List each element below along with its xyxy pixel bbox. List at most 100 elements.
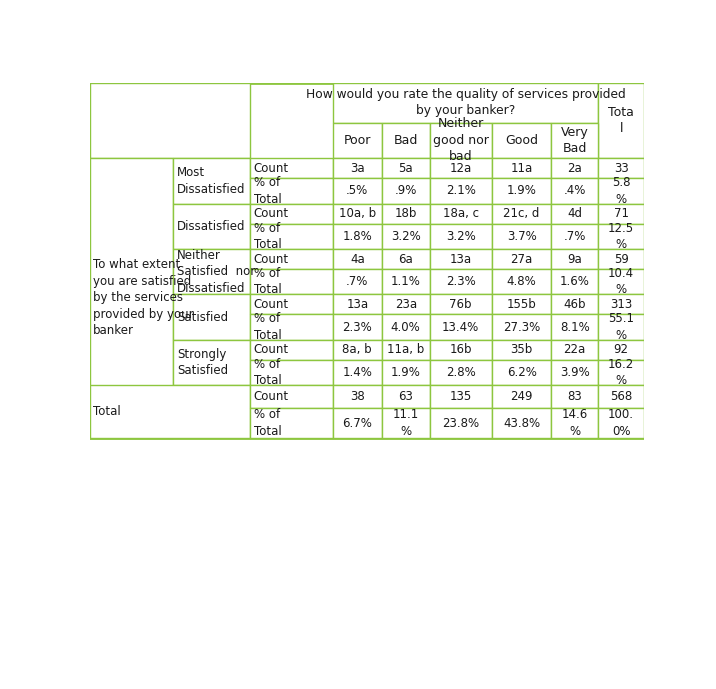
Text: 3a: 3a [350,162,364,174]
Text: 155b: 155b [507,298,536,311]
Bar [492,340,551,360]
Bar [333,360,382,385]
Text: Very
Bad: Very Bad [561,125,589,155]
Bar [492,249,551,269]
Text: Satisfied: Satisfied [177,311,228,324]
Text: 3.2%: 3.2% [446,230,475,243]
Text: Strongly
Satisfied: Strongly Satisfied [177,348,228,378]
Text: 21c, d: 21c, d [503,207,540,220]
Text: 76b: 76b [450,298,472,311]
Bar [551,158,598,178]
Text: Neither
Satisfied  nor
Dissatisfied: Neither Satisfied nor Dissatisfied [177,249,256,295]
Text: 1.9%: 1.9% [507,185,536,197]
Bar [250,294,333,314]
Bar [430,178,492,203]
Text: 13a: 13a [450,252,472,265]
Bar [598,360,644,385]
Text: 4a: 4a [350,252,364,265]
Bar [90,83,644,438]
Text: 4.0%: 4.0% [391,320,420,333]
Bar [382,385,430,409]
Text: % of
Total: % of Total [253,358,281,387]
Bar [382,269,430,294]
Bar [90,385,250,438]
Bar [382,360,430,385]
Text: .4%: .4% [563,185,586,197]
Bar [598,314,644,340]
Text: 11.1
%: 11.1 % [392,409,419,438]
Bar [492,224,551,249]
Bar [250,249,333,269]
Bar [333,123,382,158]
Bar [430,224,492,249]
Bar [430,294,492,314]
Text: 3.2%: 3.2% [391,230,420,243]
Bar [250,203,333,224]
Text: Count: Count [253,343,289,356]
Bar [551,385,598,409]
Text: 6a: 6a [398,252,413,265]
Bar [492,269,551,294]
Bar [551,123,598,158]
Text: 10.4
%: 10.4 % [608,267,634,296]
Bar [430,203,492,224]
Text: 14.6
%: 14.6 % [561,409,588,438]
Bar [430,158,492,178]
Bar [333,249,382,269]
Text: .5%: .5% [346,185,369,197]
Text: Total: Total [93,405,121,418]
Text: 8.1%: 8.1% [560,320,589,333]
Bar [250,314,333,340]
Bar [551,203,598,224]
Text: 1.1%: 1.1% [391,275,420,288]
Bar [551,340,598,360]
Text: Count: Count [253,207,289,220]
Bar [250,158,333,178]
Bar [430,269,492,294]
Bar [382,409,430,438]
Text: % of
Total: % of Total [253,222,281,251]
Bar [598,269,644,294]
Bar [90,158,173,438]
Bar [250,385,333,409]
Text: % of
Total: % of Total [253,312,281,342]
Text: Bad: Bad [394,134,418,147]
Text: 135: 135 [450,391,472,403]
Text: 59: 59 [614,252,629,265]
Bar [598,385,644,409]
Bar [250,360,333,385]
Text: 5.8
%: 5.8 % [612,176,630,205]
Text: 2.8%: 2.8% [446,366,475,379]
Bar [430,360,492,385]
Text: 63: 63 [398,391,413,403]
Bar [333,158,382,178]
Bar [551,409,598,438]
Text: 10a, b: 10a, b [339,207,376,220]
Text: 568: 568 [610,391,632,403]
Bar [430,385,492,409]
Text: Count: Count [253,252,289,265]
Bar [250,224,333,249]
Text: 6.2%: 6.2% [507,366,536,379]
Text: .9%: .9% [395,185,417,197]
Bar [333,269,382,294]
Text: 1.8%: 1.8% [342,230,372,243]
Text: 33: 33 [614,162,629,174]
Text: 11a, b: 11a, b [387,343,425,356]
Bar [492,123,551,158]
Bar [492,385,551,409]
Text: 23a: 23a [395,298,417,311]
Bar [551,294,598,314]
Bar [382,224,430,249]
Text: Tota
l: Tota l [608,105,634,135]
Bar [492,314,551,340]
Bar [551,269,598,294]
Bar [598,409,644,438]
Bar [598,83,644,158]
Text: Poor: Poor [344,134,371,147]
Bar [382,178,430,203]
Text: Most
Dissatisfied: Most Dissatisfied [177,166,246,196]
Text: 6.7%: 6.7% [342,417,372,429]
Bar [173,203,250,249]
Bar [492,294,551,314]
